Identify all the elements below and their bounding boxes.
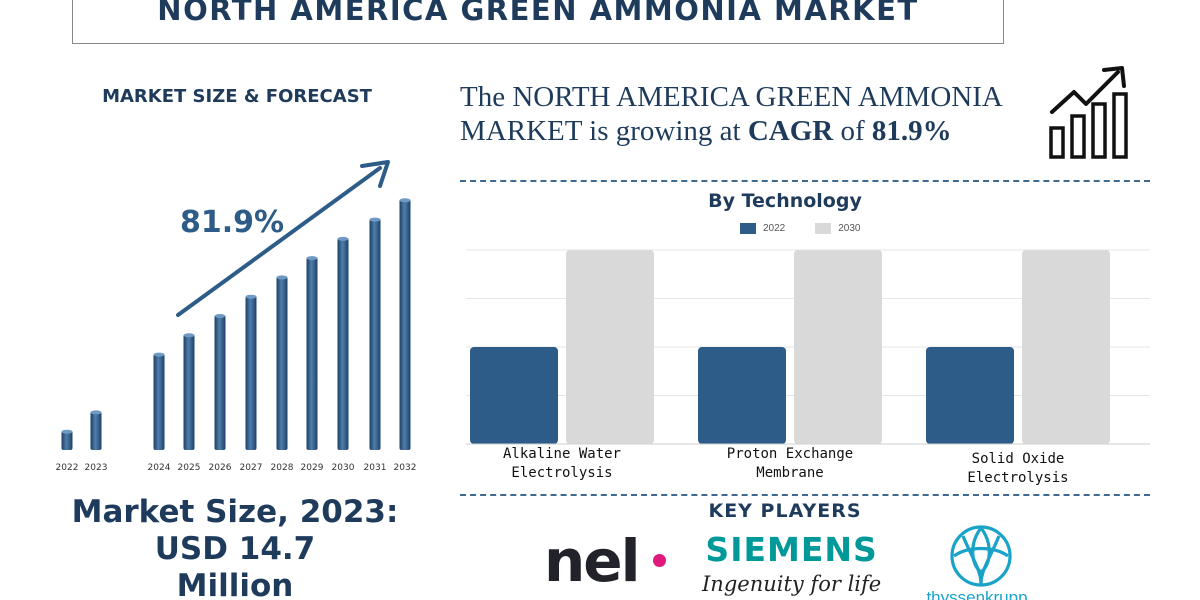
growth-tick-2026: 2026 [209,463,232,473]
growth-bar-2024 [153,353,165,450]
growth-bar-2030 [337,237,349,450]
growth-tick-2031: 2031 [364,463,387,473]
divider-bottom [460,494,1150,496]
tech-category-label-1-0: Proton Exchange [727,446,853,462]
market-size-line3: Million [176,568,294,600]
growth-bar-2025 [183,334,195,450]
nel-logo-text: nel [544,527,641,595]
growth-tick-2029: 2029 [301,463,324,473]
headline-cagr-label: CAGR [747,115,834,147]
growth-tick-2023: 2023 [85,463,108,473]
growth-bar-top-2022 [61,429,73,434]
technology-legend: 2022 2030 [740,223,883,234]
growth-bar-top-2028 [276,275,288,280]
growth-bar-chart: 2022 2023 2024 2025 2026 2027 2028 2029 2030 2031… [56,160,417,473]
page-title: NORTH AMERICA GREEN AMMONIA MARKET [157,0,919,27]
divider-top [460,180,1150,182]
growth-bar-top-2029 [306,256,318,261]
key-players-title: KEY PLAYERS [708,500,862,522]
growth-tick-2030: 2030 [332,463,355,473]
cagr-headline: The NORTH AMERICA GREEN AMMONIA MARKET i… [460,80,1050,148]
growth-bar-top-2030 [337,236,349,241]
tech-bar-2030-0 [566,250,654,444]
growth-cagr-label: 81.9% [180,205,284,240]
growth-bar-top-2023 [90,410,102,415]
growth-bar-2031 [369,218,381,450]
growth-bar-2032 [399,199,411,450]
growth-bar-top-2024 [153,352,165,357]
growth-tick-2024: 2024 [148,463,171,473]
growth-bar-2027 [245,295,257,450]
growth-tick-2028: 2028 [271,463,294,473]
title-box: NORTH AMERICA GREEN AMMONIA MARKET [72,0,1004,44]
siemens-tagline: Ingenuity for life [702,572,882,596]
tech-category-label-2-1: Electrolysis [967,470,1068,486]
growth-tick-2025: 2025 [178,463,201,473]
headline-part2: of [833,115,872,147]
tech-bar-2022-1 [698,347,786,444]
growth-bar-2022 [61,430,73,450]
growth-tick-2032: 2032 [394,463,417,473]
growth-bar-2026 [214,315,226,450]
tech-bar-2022-0 [470,347,558,444]
growth-bar-2028 [276,276,288,450]
growth-trend-icon [1049,66,1128,159]
headline-part1: The NORTH AMERICA GREEN AMMONIA MARKET i… [460,81,1002,147]
nel-logo: nel [544,526,666,596]
legend-swatch-2030 [815,223,832,234]
thyssenkrupp-logo-icon [950,525,1012,587]
growth-tick-2027: 2027 [240,463,263,473]
market-size-line2: USD 14.7 [154,531,316,567]
tech-category-label-0-1: Electrolysis [511,465,612,481]
growth-bar-top-2025 [183,333,195,338]
growth-arrow-line [176,166,382,317]
growth-bar-2023 [90,411,102,450]
tech-bar-2030-2 [1022,250,1110,444]
growth-bar-2029 [306,257,318,450]
technology-bar-chart: Alkaline Water Electrolysis Proton Exchang… [466,249,1150,486]
market-size-line1: Market Size, 2023: [71,494,399,530]
market-size-forecast-title: MARKET SIZE & FORECAST [102,86,372,107]
tech-category-label-0-0: Alkaline Water [503,446,621,462]
siemens-logo-text: SIEMENS [705,530,878,569]
nel-logo-dot [652,554,666,567]
tech-bar-2030-1 [794,250,882,444]
growth-bar-top-2032 [399,198,411,203]
tech-category-label-2-0: Solid Oxide [972,451,1065,467]
growth-bar-top-2026 [214,314,226,318]
thyssenkrupp-logo-text: thyssenkrupp [926,588,1028,600]
tech-category-label-1-1: Membrane [756,465,823,481]
growth-tick-2022: 2022 [56,463,79,473]
growth-arrow-head [360,160,390,188]
tech-bar-2022-2 [926,347,1014,444]
legend-item-2022: 2022 [740,223,785,234]
growth-bar-top-2031 [369,217,381,222]
legend-item-2030: 2030 [815,223,861,234]
legend-label-2030: 2030 [838,223,861,234]
market-size-text: Market Size, 2023: USD 14.7 Million [40,494,430,600]
growth-bar-top-2027 [245,294,257,299]
legend-swatch-2022 [740,223,756,234]
legend-label-2022: 2022 [763,223,786,234]
technology-chart-title: By Technology [708,190,862,212]
siemens-logo: SIEMENS Ingenuity for life [702,530,881,596]
headline-cagr-value: 81.9% [871,115,952,147]
